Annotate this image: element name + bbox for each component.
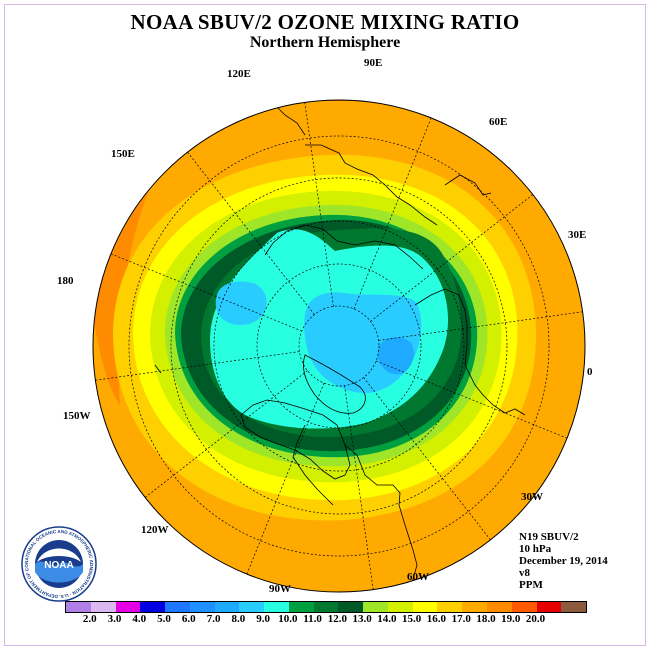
info-version: v8: [519, 567, 530, 579]
lon-label-90e: 90E: [364, 57, 382, 69]
lon-label-60e: 60E: [489, 116, 507, 128]
colorbar-segment: [387, 602, 413, 612]
info-satellite: N19 SBUV/2: [519, 531, 579, 543]
colorbar-tick-label: 12.0: [327, 613, 347, 625]
coastlines: [154, 104, 526, 591]
colorbar-tick-label: 4.0: [132, 613, 147, 625]
colorbar-labels: 2.0 3.0 4.0 5.0 6.0 7.0 8.0 9.0 10.0 11.0 12.0 13.0…: [45, 613, 605, 627]
figure-frame: NOAA SBUV/2 OZONE MIXING RATIO Northern …: [4, 4, 646, 646]
coast-north-america: [240, 399, 351, 480]
colorbar-segment: [313, 602, 339, 612]
colorbar-segment: [338, 602, 364, 612]
colorbar-tick-label: 3.0: [107, 613, 122, 625]
colorbar-tick-label: 10.0: [278, 613, 298, 625]
colorbar-segment: [437, 602, 463, 612]
coast-india: [444, 174, 492, 196]
colorbar-segment: [214, 602, 240, 612]
colorbar-segment: [288, 602, 314, 612]
lon-label-90w: 90W: [269, 583, 291, 595]
coast-asia-east: [305, 144, 438, 226]
chart-subtitle: Northern Hemisphere: [249, 34, 401, 51]
colorbar-segment: [66, 602, 91, 612]
colorbar-segment: [462, 602, 488, 612]
colorbar-segment: [536, 602, 562, 612]
chart-title: NOAA SBUV/2 OZONE MIXING RATIO: [130, 10, 520, 34]
lon-label-180: 180: [57, 275, 74, 287]
coast-greenland: [303, 354, 366, 414]
info-units: PPM: [519, 579, 543, 591]
longitude-labels: 120E 90E 60E 150E 30E 180 0 150W 30W 120…: [57, 57, 593, 595]
ozone-contour-fill: [93, 100, 585, 592]
logo-bird: [37, 548, 81, 562]
colorbar-segment: [412, 602, 438, 612]
colorbar-tick-label: 9.0: [256, 613, 270, 625]
latitude-ring-60: [213, 220, 465, 472]
coast-hawaii: [154, 364, 162, 374]
colorbar-tick-label: 11.0: [303, 613, 322, 625]
lon-label-30w: 30W: [521, 491, 543, 503]
map-boundary: [92, 99, 586, 593]
colorbar-tick-label: 16.0: [426, 613, 447, 625]
coast-central-america: [344, 444, 418, 591]
colorbar-tick-label: 6.0: [181, 613, 196, 625]
colorbar-tick-label: 8.0: [231, 613, 246, 625]
contour-band-9-west: [215, 281, 267, 326]
colorbar-tick-label: 13.0: [352, 613, 372, 625]
colorbar-segment: [363, 602, 388, 612]
colorbar-segment: [165, 602, 190, 612]
data-info-block: N19 SBUV/2 10 hPa December 19, 2014 v8 P…: [519, 531, 608, 591]
colorbar-segment: [140, 602, 166, 612]
lon-label-120e: 120E: [227, 68, 251, 80]
graticule: [95, 102, 583, 590]
lon-label-150e: 150E: [111, 148, 135, 160]
lon-label-0: 0: [587, 366, 593, 378]
colorbar-segment: [90, 602, 116, 612]
logo-text: NOAA: [44, 560, 73, 571]
latitude-ring-70: [256, 263, 422, 429]
logo-wave: [35, 561, 83, 583]
latitude-ring-40: [128, 135, 550, 557]
polar-ozone-map: 120E 90E 60E 150E 30E 180 0 150W 30W 120…: [57, 57, 593, 595]
lon-label-150w: 150W: [63, 410, 91, 422]
colorbar-tick-label: 2.0: [82, 613, 97, 625]
colorbar-tick-label: 15.0: [402, 613, 422, 625]
colorbar-tick-label: 17.0: [451, 613, 471, 625]
info-pressure: 10 hPa: [519, 543, 552, 555]
info-date: December 19, 2014: [519, 555, 608, 567]
lon-label-60w: 60W: [407, 571, 429, 583]
contour-band-8: [377, 337, 414, 375]
colorbar-segment: [561, 602, 587, 612]
lon-label-120w: 120W: [141, 524, 169, 536]
latitude-ring-50: [170, 177, 508, 515]
colorbar-segment: [264, 602, 289, 612]
colorbar-tick-label: 20.0: [525, 613, 546, 625]
colorbar-segment: [189, 602, 215, 612]
coast-japan: [274, 104, 306, 136]
colorbar-tick-label: 18.0: [476, 613, 496, 625]
colorbar-tick-label: 5.0: [157, 613, 171, 625]
coast-europe: [414, 288, 526, 416]
coast-gulf: [292, 424, 334, 506]
colorbar-segment: [511, 602, 537, 612]
latitude-ring-80: [298, 305, 380, 387]
colorbar-segment: [115, 602, 141, 612]
colorbar-tick-label: 19.0: [501, 613, 521, 625]
coast-arctic-asia: [264, 224, 424, 270]
colorbar: [65, 601, 587, 613]
colorbar-tick-label: 14.0: [377, 613, 397, 625]
noaa-logo: NATIONAL OCEANIC AND ATMOSPHERIC ADMINIS…: [21, 526, 97, 602]
colorbar-tick-label: 7.0: [206, 613, 221, 625]
lon-label-30e: 30E: [568, 229, 586, 241]
colorbar-segment: [239, 602, 265, 612]
colorbar-segment: [487, 602, 512, 612]
